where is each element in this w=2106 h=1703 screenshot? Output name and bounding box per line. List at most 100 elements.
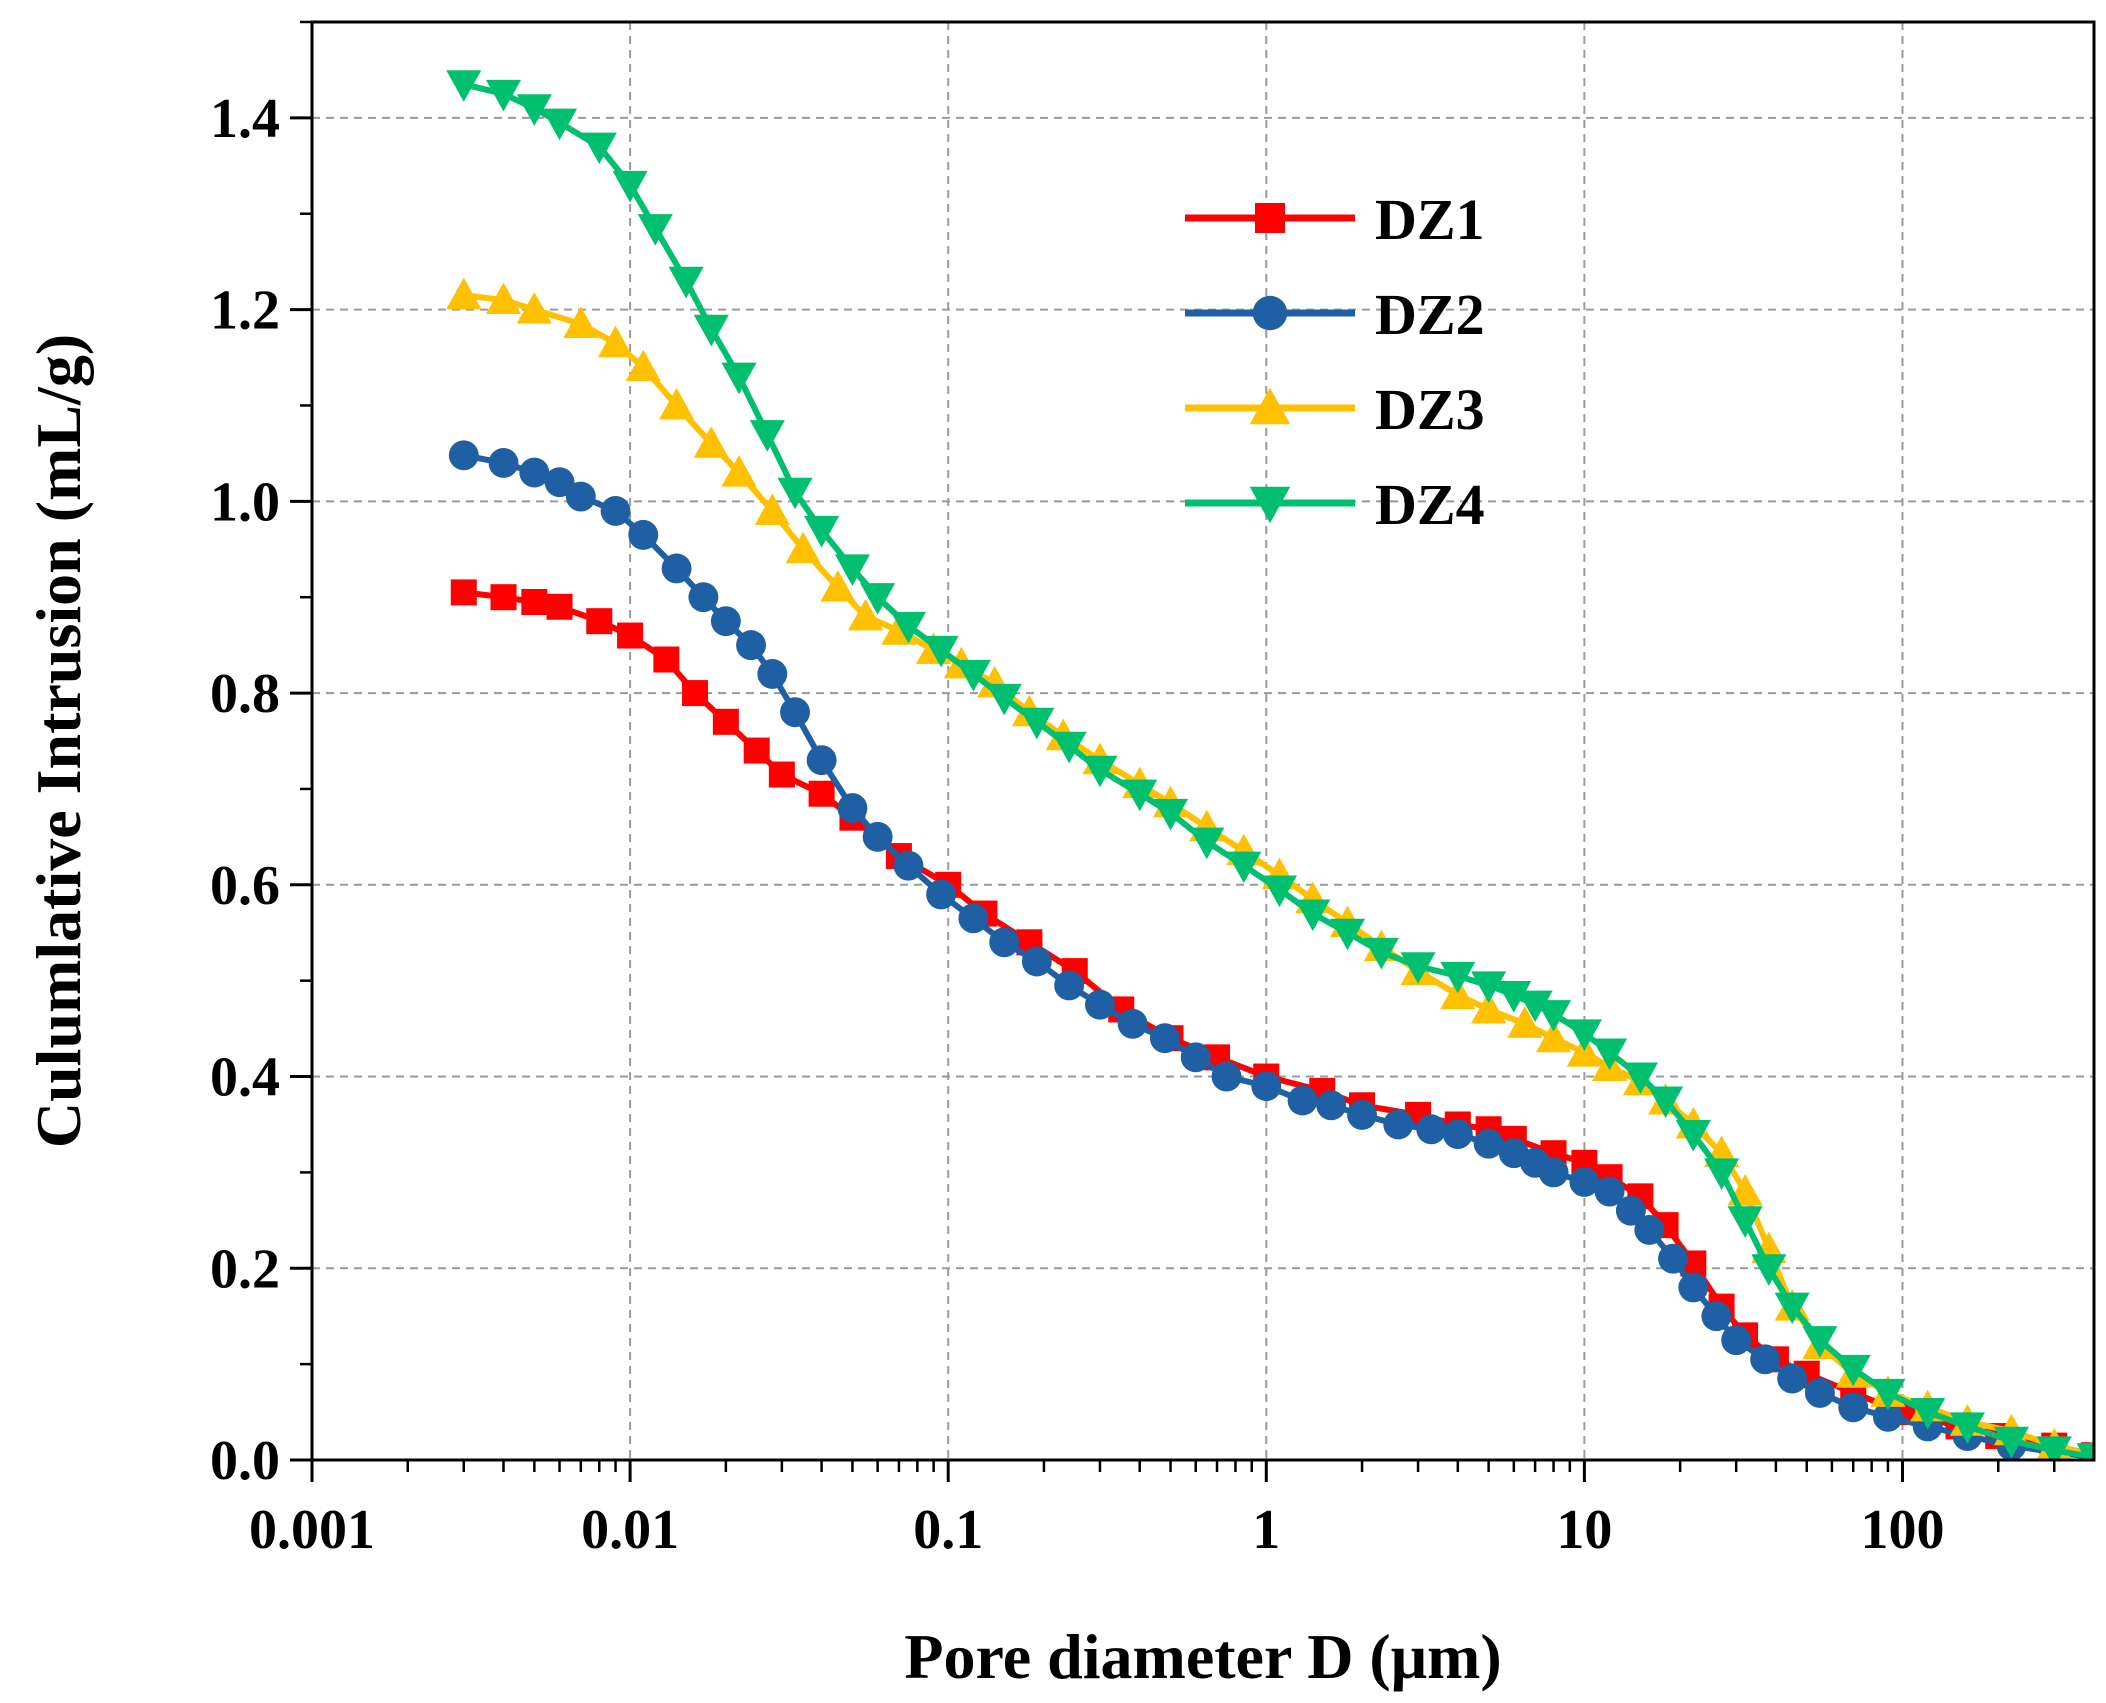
data-point-dz4	[1704, 1158, 1740, 1190]
data-point-dz4	[1471, 971, 1507, 1004]
data-point-dz2	[544, 467, 575, 498]
data-point-dz3	[848, 598, 884, 631]
data-point-dz2	[1416, 1114, 1447, 1145]
data-point-dz4	[860, 583, 896, 615]
data-point-dz4	[986, 683, 1022, 716]
data-point-dz4	[1152, 798, 1189, 831]
legend-marker-dz2	[1252, 295, 1288, 331]
data-point-dz1	[743, 737, 770, 764]
data-point-dz2	[565, 481, 596, 512]
data-point-dz2	[989, 927, 1020, 958]
data-point-dz4	[1019, 707, 1055, 740]
data-point-dz2	[1021, 946, 1052, 977]
data-point-dz1	[450, 579, 477, 606]
data-point-dz3	[516, 292, 552, 324]
data-point-dz4	[446, 70, 482, 102]
data-point-dz2	[1287, 1085, 1318, 1116]
series-dz4	[446, 70, 2094, 1460]
data-point-dz4	[1226, 851, 1262, 884]
data-point-dz2	[1347, 1099, 1377, 1130]
data-point-dz4	[1329, 918, 1366, 951]
data-point-dz3	[625, 349, 661, 382]
data-point-dz2	[1721, 1325, 1752, 1356]
legend-label-dz2: DZ2	[1375, 282, 1485, 347]
data-point-dz4	[1675, 1120, 1711, 1152]
data-point-dz3	[820, 570, 856, 602]
data-point-dz4	[1400, 952, 1436, 984]
data-point-dz4	[1566, 1019, 1602, 1051]
y-tick-label: 0.0	[210, 1430, 280, 1492]
data-point-dz2	[1701, 1301, 1732, 1332]
data-point-dz3	[597, 325, 634, 358]
data-point-dz4	[955, 659, 991, 692]
data-point-dz1	[712, 708, 739, 735]
legend-item-dz3: DZ3	[1185, 377, 1485, 442]
data-point-dz2	[661, 553, 692, 584]
data-point-dz4	[1835, 1354, 1871, 1387]
y-tick-label: 1.0	[210, 471, 280, 533]
data-point-dz2	[1383, 1109, 1414, 1140]
data-point-dz2	[1211, 1061, 1242, 1092]
data-point-dz4	[485, 79, 522, 112]
data-point-dz2	[600, 495, 631, 526]
data-point-dz4	[923, 635, 959, 668]
data-point-dz4	[777, 477, 813, 510]
y-tick-labels: 0.0 0.2 0.4 0.6 0.8 1.0 1.2 1.4	[210, 88, 280, 1492]
data-point-dz4	[1592, 1038, 1628, 1071]
data-point-dz2	[893, 850, 924, 881]
data-point-dz2	[1149, 1023, 1180, 1054]
data-point-dz4	[1517, 990, 1553, 1023]
y-tick-label: 0.8	[210, 663, 280, 725]
data-point-dz4	[2076, 1443, 2094, 1460]
data-point-dz2	[519, 457, 550, 488]
data-point-dz4	[1774, 1292, 1810, 1325]
data-point-dz4	[1993, 1426, 2029, 1459]
data-point-dz4	[1910, 1398, 1946, 1430]
data-point-dz3	[485, 282, 522, 315]
x-tick-label: 0.001	[249, 1499, 375, 1561]
data-point-dz3	[693, 426, 729, 458]
legend-label-dz4: DZ4	[1375, 472, 1485, 537]
axis-ticks	[290, 20, 2056, 1482]
data-point-dz1	[521, 588, 548, 615]
series-dz2	[448, 440, 2094, 1460]
data-point-dz2	[1316, 1090, 1347, 1121]
data-point-dz4	[541, 108, 578, 141]
data-point-dz1	[546, 593, 573, 620]
data-point-dz4	[749, 420, 785, 452]
x-tick-label: 0.1	[913, 1499, 983, 1561]
data-point-dz2	[1615, 1195, 1646, 1226]
data-point-dz2	[1750, 1344, 1781, 1375]
data-point-dz4	[612, 170, 648, 203]
y-tick-label: 0.4	[210, 1047, 280, 1109]
data-point-dz2	[1658, 1243, 1689, 1274]
data-point-dz1	[617, 622, 644, 649]
data-point-dz2	[837, 793, 868, 824]
data-point-dz4	[637, 214, 673, 246]
data-point-dz2	[757, 658, 788, 689]
data-point-dz4	[1802, 1326, 1838, 1358]
x-axis-title: Pore diameter D (μm)	[904, 1621, 1501, 1692]
data-point-dz2	[780, 697, 810, 728]
data-point-dz4	[1648, 1086, 1684, 1119]
data-point-dz2	[736, 630, 766, 661]
legend-marker-dz1	[1255, 203, 1285, 233]
data-point-dz2	[710, 606, 741, 637]
x-tick-label: 0.01	[581, 1499, 679, 1561]
data-point-dz2	[1473, 1128, 1504, 1159]
data-point-dz4	[1122, 779, 1158, 812]
data-point-dz1	[768, 761, 795, 788]
legend-item-dz1: DZ1	[1185, 187, 1485, 252]
data-point-dz4	[1870, 1378, 1906, 1411]
plot-frame	[310, 20, 2096, 1462]
data-point-dz1	[653, 646, 680, 673]
x-tick-label: 10	[1556, 1499, 1612, 1561]
y-axis-title: Culumlative Intrusion (mL/g)	[23, 334, 94, 1148]
x-tick-label: 100	[1860, 1499, 1944, 1561]
data-point-dz4	[1363, 937, 1399, 970]
data-point-dz2	[1777, 1363, 1808, 1394]
data-point-dz4	[1949, 1412, 1985, 1444]
data-point-dz1	[490, 584, 517, 611]
x-tick-label: 1	[1252, 1499, 1280, 1561]
